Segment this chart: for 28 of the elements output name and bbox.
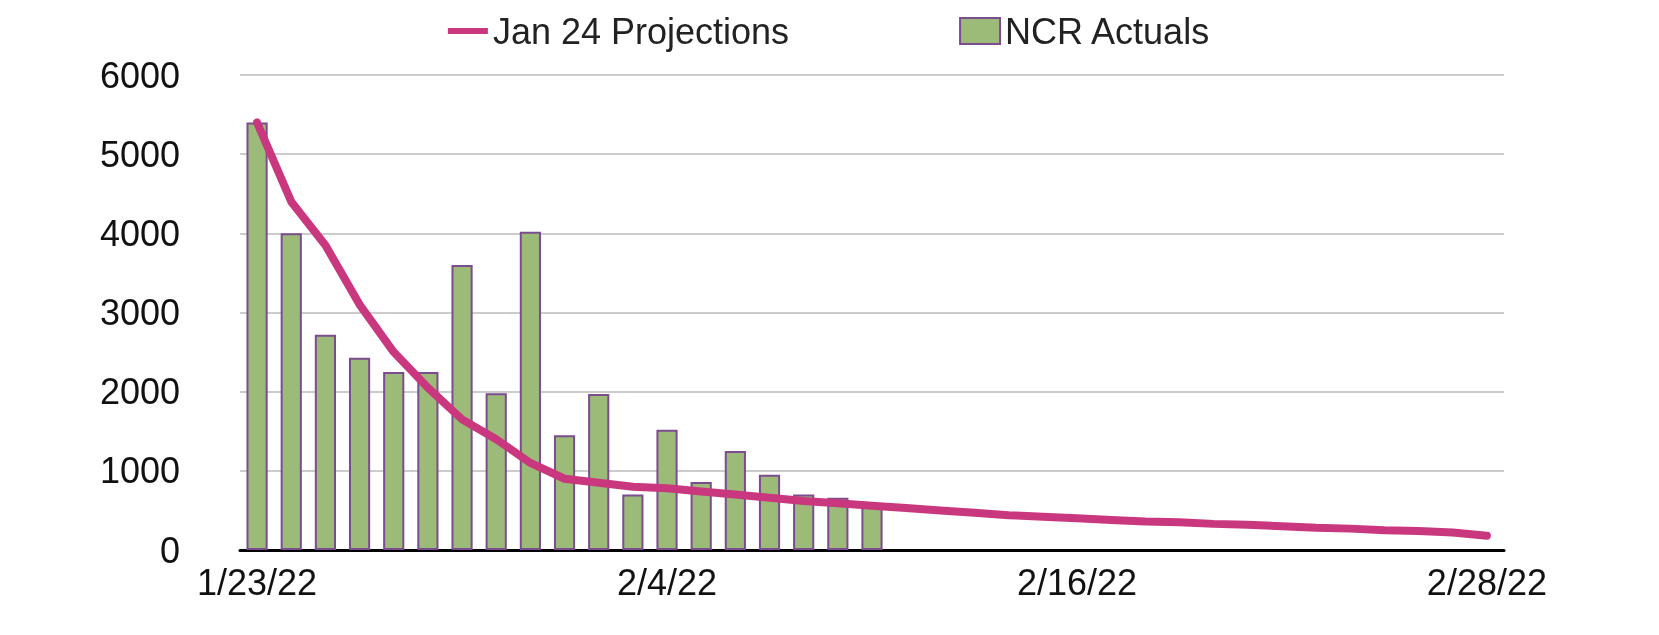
bar [451,265,473,550]
x-tick-label: 1/23/22 [197,561,318,603]
y-tick-label: 3000 [99,292,180,333]
bar [724,451,746,550]
legend-label: NCR Actuals [1005,10,1210,52]
bar [622,494,644,550]
bar [348,357,371,550]
y-tick-label: 1000 [99,450,180,492]
bar [246,122,268,550]
legend-label: Jan 24 Projections [492,10,790,52]
x-tick-label: 2/28/22 [1426,561,1547,603]
bar [519,231,541,550]
bar [588,394,610,550]
y-tick-label: 2000 [99,371,180,413]
x-tick-label: 2/16/22 [1016,561,1138,603]
bar [383,371,405,550]
bar [861,506,883,550]
y-tick-label: 4000 [99,212,180,254]
y-tick-label: 0 [159,529,180,571]
bar [314,334,336,550]
bar [656,429,678,550]
bar [553,435,576,550]
y-tick-label: 6000 [99,54,180,96]
bar [280,233,302,550]
bar [485,393,507,550]
x-tick-label: 2/4/22 [616,561,718,603]
bar [417,371,439,550]
y-tick-label: 5000 [99,133,180,175]
